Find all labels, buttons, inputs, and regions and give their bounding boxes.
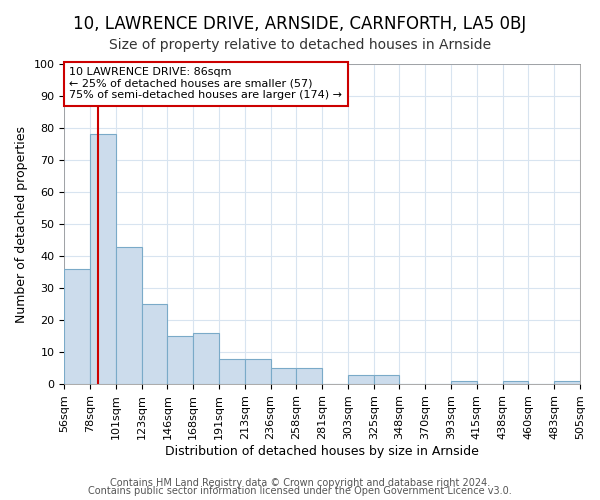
Bar xyxy=(296,368,322,384)
Text: 10, LAWRENCE DRIVE, ARNSIDE, CARNFORTH, LA5 0BJ: 10, LAWRENCE DRIVE, ARNSIDE, CARNFORTH, … xyxy=(73,15,527,33)
Bar xyxy=(193,333,219,384)
Bar xyxy=(142,304,167,384)
Bar xyxy=(554,381,580,384)
Bar xyxy=(374,374,400,384)
Bar xyxy=(167,336,193,384)
Bar xyxy=(116,246,142,384)
Text: Contains HM Land Registry data © Crown copyright and database right 2024.: Contains HM Land Registry data © Crown c… xyxy=(110,478,490,488)
Y-axis label: Number of detached properties: Number of detached properties xyxy=(15,126,28,322)
X-axis label: Distribution of detached houses by size in Arnside: Distribution of detached houses by size … xyxy=(165,444,479,458)
Bar xyxy=(503,381,529,384)
Text: 10 LAWRENCE DRIVE: 86sqm
← 25% of detached houses are smaller (57)
75% of semi-d: 10 LAWRENCE DRIVE: 86sqm ← 25% of detach… xyxy=(70,67,343,100)
Bar xyxy=(348,374,374,384)
Bar xyxy=(64,269,90,384)
Text: Contains public sector information licensed under the Open Government Licence v3: Contains public sector information licen… xyxy=(88,486,512,496)
Text: Size of property relative to detached houses in Arnside: Size of property relative to detached ho… xyxy=(109,38,491,52)
Bar xyxy=(245,358,271,384)
Bar xyxy=(219,358,245,384)
Bar xyxy=(90,134,116,384)
Bar xyxy=(271,368,296,384)
Bar xyxy=(451,381,477,384)
